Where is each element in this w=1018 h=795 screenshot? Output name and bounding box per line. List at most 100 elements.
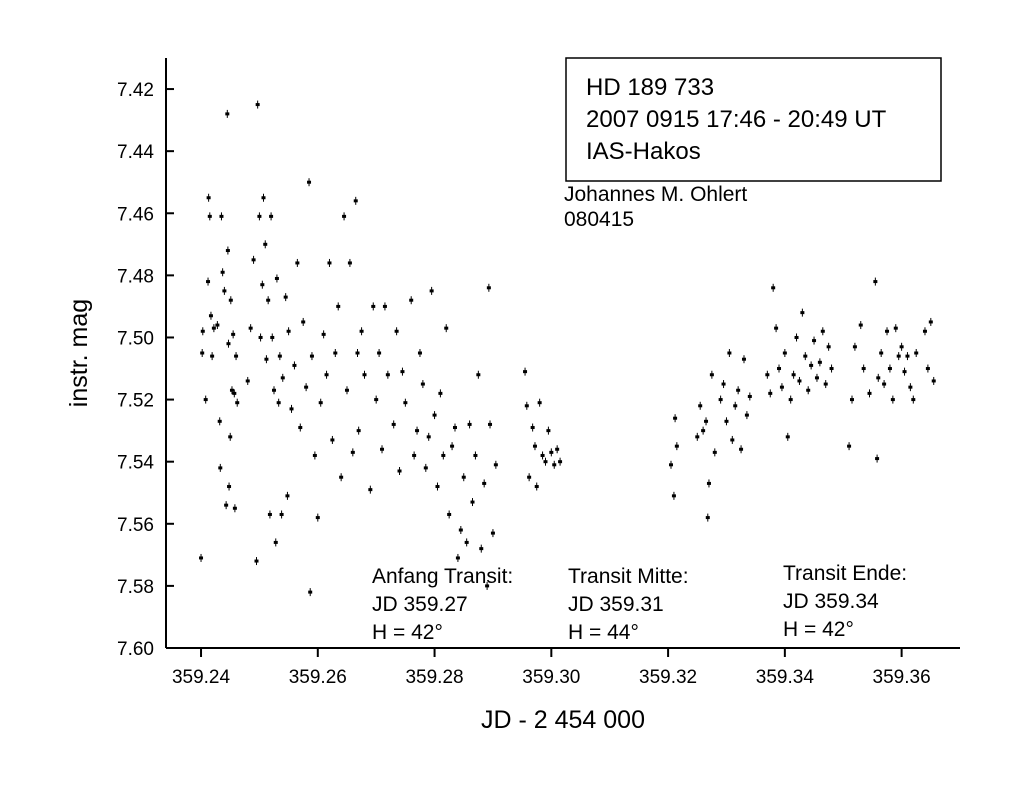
annotation: Anfang Transit: [372, 565, 513, 588]
point [397, 469, 402, 473]
point [674, 444, 679, 448]
point [225, 112, 230, 116]
point [902, 370, 907, 374]
point [371, 304, 376, 308]
point [333, 351, 338, 355]
point [347, 261, 352, 265]
point [524, 404, 529, 408]
point [814, 376, 819, 380]
point [473, 453, 478, 457]
point [258, 335, 263, 339]
point [931, 379, 936, 383]
point [847, 444, 852, 448]
point [254, 559, 259, 563]
point [200, 329, 205, 333]
point [721, 382, 726, 386]
y-tick-label: 7.48 [117, 266, 154, 287]
point [712, 450, 717, 454]
point [479, 547, 484, 551]
point [277, 354, 282, 358]
point [391, 422, 396, 426]
y-tick-label: 7.58 [117, 577, 154, 598]
x-tick-label: 359.32 [639, 667, 697, 688]
point [527, 475, 532, 479]
point [893, 326, 898, 330]
point [537, 401, 542, 405]
point [875, 457, 880, 461]
point [359, 329, 364, 333]
y-tick-label: 7.54 [117, 453, 154, 474]
annotation: JD 359.31 [568, 593, 664, 616]
point [673, 416, 678, 420]
point [355, 351, 360, 355]
point [344, 388, 349, 392]
point [555, 447, 560, 451]
point [741, 357, 746, 361]
point [873, 280, 878, 284]
point [342, 214, 347, 218]
point [530, 426, 535, 430]
point [220, 270, 225, 274]
point [308, 590, 313, 594]
point [385, 373, 390, 377]
y-tick-label: 7.52 [117, 391, 154, 412]
point [231, 332, 236, 336]
point [911, 398, 916, 402]
point [669, 463, 674, 467]
point [739, 447, 744, 451]
point [782, 351, 787, 355]
point [890, 398, 895, 402]
point [867, 391, 872, 395]
point [744, 413, 749, 417]
point [206, 196, 211, 200]
annotation: JD 359.34 [783, 590, 879, 613]
point [482, 481, 487, 485]
point [279, 512, 284, 516]
point [791, 373, 796, 377]
point [353, 199, 358, 203]
annotation: H = 42° [783, 618, 854, 641]
point [803, 354, 808, 358]
point [543, 460, 548, 464]
point [441, 453, 446, 457]
point [292, 363, 297, 367]
point [486, 286, 491, 290]
point [458, 528, 463, 532]
point [709, 373, 714, 377]
y-tick-label: 7.50 [117, 328, 154, 349]
point [248, 326, 253, 330]
point [671, 494, 676, 498]
point [470, 500, 475, 504]
point [785, 435, 790, 439]
point [285, 494, 290, 498]
point [417, 351, 422, 355]
y-tick-label: 7.56 [117, 515, 154, 536]
point [362, 373, 367, 377]
point [882, 382, 887, 386]
point [779, 385, 784, 389]
annotation: H = 44° [568, 621, 639, 644]
point [765, 373, 770, 377]
x-tick-label: 359.28 [405, 667, 463, 688]
point [858, 323, 863, 327]
point [315, 516, 320, 520]
annotation: HD 189 733 [586, 74, 714, 101]
point [552, 463, 557, 467]
point [849, 398, 854, 402]
point [812, 339, 817, 343]
annotation: Johannes M. Ohlert [564, 183, 747, 206]
point [382, 304, 387, 308]
info-box [565, 57, 942, 182]
point [272, 388, 277, 392]
point [464, 540, 469, 544]
point [207, 214, 212, 218]
point [228, 298, 233, 302]
point [257, 214, 262, 218]
point [380, 447, 385, 451]
point [217, 419, 222, 423]
point [222, 289, 227, 293]
point [210, 354, 215, 358]
point [356, 429, 361, 433]
point [730, 438, 735, 442]
point [823, 382, 828, 386]
